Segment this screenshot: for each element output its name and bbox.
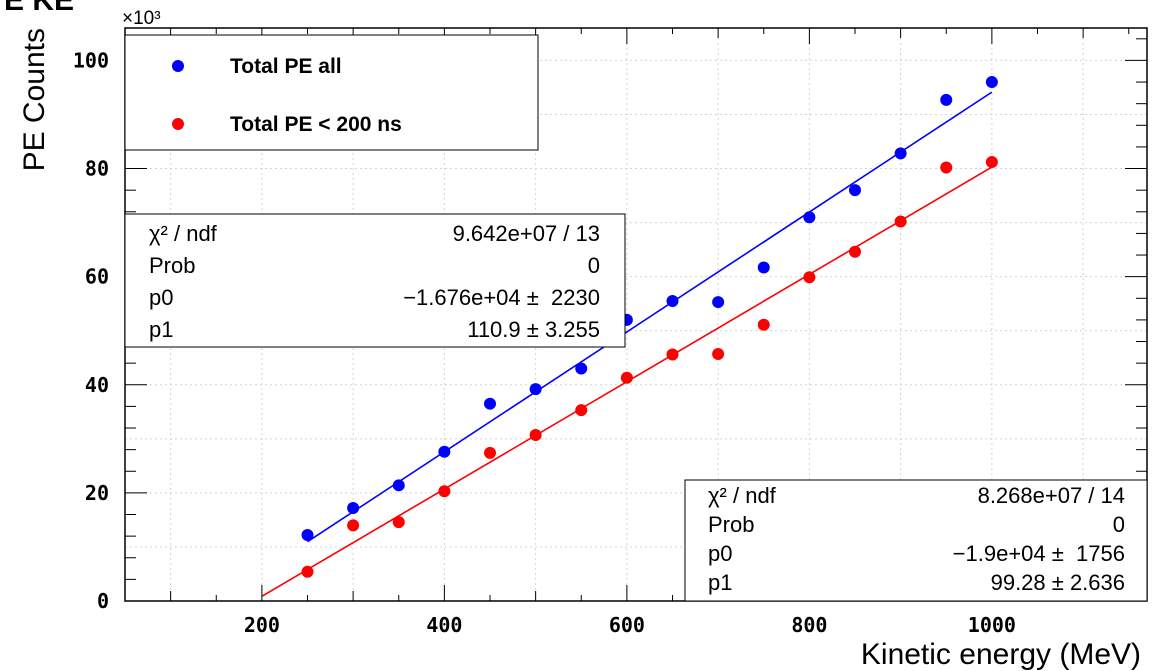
data-point-series-0 <box>666 294 679 307</box>
data-point-series-0 <box>529 383 542 396</box>
data-point-series-1 <box>438 485 451 498</box>
stats-lower-p1-label: p1 <box>708 570 732 595</box>
data-point-series-1 <box>757 318 770 331</box>
x-tick-label: 1000 <box>968 613 1016 637</box>
stats-lower-prob-value: 0 <box>1113 512 1125 537</box>
stats-upper-prob-value: 0 <box>588 253 600 278</box>
stats-box-lower: χ² / ndf 8.268e+07 / 14 Prob 0 p0 −1.9e+… <box>684 479 1148 602</box>
data-point-series-0 <box>985 76 998 89</box>
data-point-series-0 <box>849 184 861 197</box>
y-tick-label: 20 <box>85 481 109 505</box>
y-tick-label: 100 <box>73 48 109 72</box>
data-point-series-1 <box>575 404 588 417</box>
data-point-series-0 <box>575 362 588 375</box>
data-point-series-1 <box>529 429 542 442</box>
data-point-series-1 <box>392 516 405 529</box>
data-point-series-0 <box>347 502 360 515</box>
data-point-series-1 <box>849 245 861 258</box>
stats-upper-prob-label: Prob <box>149 253 195 278</box>
stats-upper-p0-value: −1.676e+04 ± 2230 <box>403 285 600 310</box>
y-tick-label: 60 <box>85 265 109 289</box>
data-point-series-1 <box>347 519 360 532</box>
legend-label-total-pe-200ns: Total PE < 200 ns <box>230 113 402 136</box>
stats-upper-p1-value: 110.9 ± 3.255 <box>467 317 600 342</box>
data-point-series-1 <box>712 347 725 360</box>
fit-line-series-0 <box>307 91 993 543</box>
stats-box-upper-frame <box>124 213 626 348</box>
legend-label-total-pe-all: Total PE all <box>230 55 342 78</box>
data-point-series-0 <box>438 445 451 458</box>
chart-title-fragment: E KE <box>4 0 74 17</box>
y-axis-title: PE Counts <box>18 28 51 171</box>
stats-lower-p0-value: −1.9e+04 ± 1756 <box>953 541 1125 566</box>
data-point-series-1 <box>301 565 314 578</box>
data-point-series-1 <box>484 446 496 459</box>
y-multiplier-label: ×10³ <box>122 8 161 29</box>
x-tick-label: 400 <box>426 613 462 637</box>
y-tick-label: 0 <box>97 589 109 613</box>
tick-labels: 200 400 600 800 1000 0 20 40 60 80 100 <box>73 48 1016 637</box>
data-point-series-0 <box>392 479 405 492</box>
data-point-series-1 <box>620 371 633 384</box>
y-tick-label: 80 <box>85 157 109 181</box>
data-point-series-0 <box>757 261 770 274</box>
stats-lower-chi2-value: 8.268e+07 / 14 <box>978 483 1125 508</box>
stats-upper-chi2-label: χ² / ndf <box>149 221 218 246</box>
data-point-series-1 <box>803 271 816 284</box>
x-tick-label: 800 <box>791 613 827 637</box>
stats-lower-chi2-label: χ² / ndf <box>708 483 777 508</box>
stats-lower-p0-label: p0 <box>708 541 732 566</box>
x-tick-label: 200 <box>244 613 280 637</box>
data-point-series-1 <box>894 215 907 228</box>
data-points <box>301 76 998 578</box>
legend-marker-total-pe-all <box>172 60 184 72</box>
data-point-series-0 <box>803 211 816 224</box>
stats-box-lower-frame <box>684 479 1148 602</box>
data-point-series-0 <box>894 147 907 160</box>
data-point-series-1 <box>666 348 679 361</box>
data-point-series-1 <box>985 156 998 169</box>
legend-marker-total-pe-200ns <box>172 118 184 130</box>
stats-upper-p1-label: p1 <box>149 317 173 342</box>
data-point-series-0 <box>712 296 725 309</box>
stats-upper-chi2-value: 9.642e+07 / 13 <box>453 221 600 246</box>
x-axis-title: Kinetic energy (MeV) <box>861 638 1141 671</box>
data-point-series-0 <box>301 529 314 542</box>
legend: Total PE all Total PE < 200 ns <box>124 34 539 151</box>
legend-box <box>124 34 539 151</box>
y-tick-label: 40 <box>85 373 109 397</box>
stats-box-upper: χ² / ndf 9.642e+07 / 13 Prob 0 p0 −1.676… <box>124 213 626 348</box>
data-point-series-0 <box>484 397 496 410</box>
data-point-series-0 <box>940 93 953 106</box>
x-tick-label: 600 <box>609 613 645 637</box>
stats-lower-prob-label: Prob <box>708 512 754 537</box>
stats-lower-p1-value: 99.28 ± 2.636 <box>991 570 1125 595</box>
stats-upper-p0-label: p0 <box>149 285 173 310</box>
data-point-series-1 <box>940 161 953 174</box>
